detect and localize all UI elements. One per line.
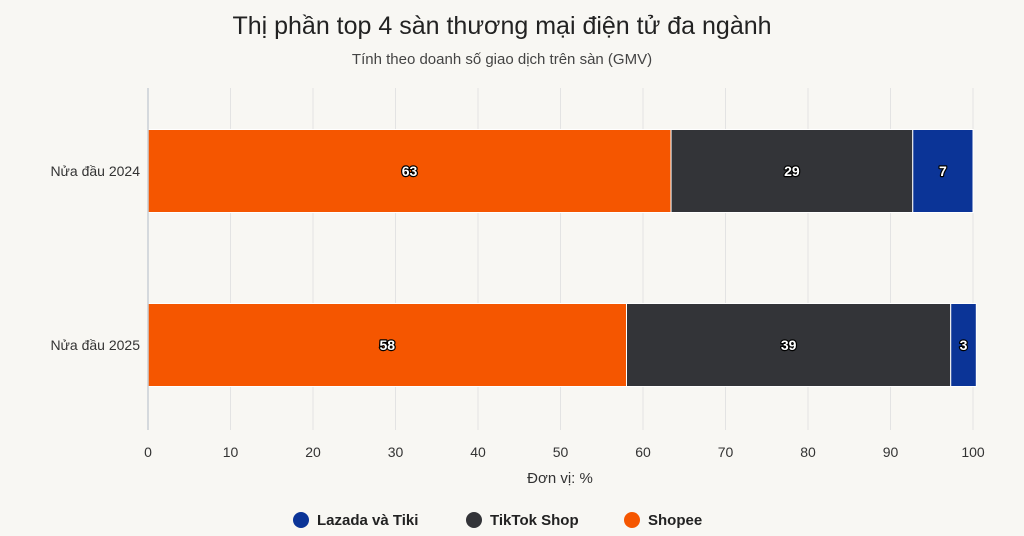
x-tick-label: 60 — [635, 444, 651, 460]
bar-segment-shopee — [147, 303, 627, 387]
x-tick-label: 0 — [144, 444, 152, 460]
bar-segment-lazada-và-tiki — [912, 129, 974, 213]
bar-segment-lazada-và-tiki — [950, 303, 977, 387]
x-tick-label: 100 — [961, 444, 985, 460]
data-label: 3 — [960, 337, 968, 353]
chart-subtitle: Tính theo doanh số giao dịch trên sàn (G… — [352, 51, 652, 68]
x-tick-labels: 0 10 20 30 40 50 60 70 80 90 100 — [144, 444, 985, 460]
legend-label: Lazada và Tiki — [317, 512, 418, 529]
category-labels: Nửa đầu 2024 Nửa đầu 2025 — [50, 163, 140, 353]
bar-segment-shopee — [147, 129, 672, 213]
bar-segment-tiktok-shop — [626, 303, 952, 387]
x-tick-label: 70 — [718, 444, 734, 460]
legend-label: Shopee — [648, 512, 702, 529]
legend: Lazada và Tiki TikTok Shop Shopee — [293, 512, 702, 529]
data-label: 29 — [784, 163, 800, 179]
x-tick-label: 30 — [388, 444, 404, 460]
chart-title: Thị phần top 4 sàn thương mại điện tử đa… — [232, 12, 771, 40]
x-tick-label: 80 — [800, 444, 816, 460]
bar-segment-tiktok-shop — [670, 129, 914, 213]
x-axis-label: Đơn vị: % — [527, 470, 593, 487]
data-label: 58 — [379, 337, 395, 353]
x-tick-label: 40 — [470, 444, 486, 460]
category-label: Nửa đầu 2024 — [50, 163, 140, 179]
x-tick-label: 20 — [305, 444, 321, 460]
legend-label: TikTok Shop — [490, 512, 579, 529]
data-label: 7 — [939, 163, 947, 179]
legend-swatch — [466, 512, 482, 528]
data-label: 39 — [781, 337, 797, 353]
legend-swatch — [624, 512, 640, 528]
x-tick-label: 50 — [553, 444, 569, 460]
legend-swatch — [293, 512, 309, 528]
x-tick-label: 90 — [883, 444, 899, 460]
category-label: Nửa đầu 2025 — [50, 337, 140, 353]
data-labels: 63 29 7 58 39 3 — [378, 162, 969, 354]
x-tick-label: 10 — [223, 444, 239, 460]
data-label: 63 — [402, 163, 418, 179]
bars — [147, 129, 977, 387]
